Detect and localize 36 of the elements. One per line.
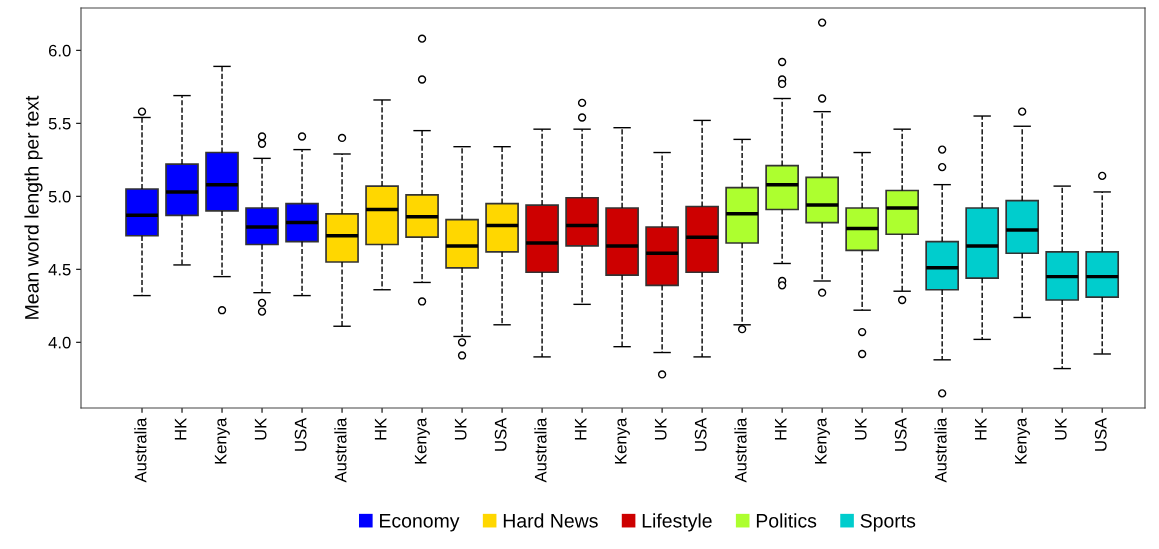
x-tick-label: USA xyxy=(294,417,307,451)
y-tick-label: 5.5 xyxy=(48,117,71,130)
x-tick-label: HK xyxy=(574,417,587,440)
x-tick-label: Kenya xyxy=(414,417,430,464)
x-tick-label: Australia xyxy=(934,417,947,483)
x-tick-label: HK xyxy=(374,417,387,440)
y-tick-label: 4.5 xyxy=(48,263,71,276)
x-tick-label: Australia xyxy=(734,417,747,483)
x-tick-label: HK xyxy=(975,417,987,440)
legend-label: Politics xyxy=(756,513,817,528)
y-tick-label: 6.0 xyxy=(48,44,71,57)
x-tick-label: HK xyxy=(174,417,187,440)
x-tick-label: UK xyxy=(654,417,667,440)
x-tick-label: UK xyxy=(254,417,267,440)
x-tick-label: Australia xyxy=(134,417,147,483)
legend-label: Sports xyxy=(860,513,916,532)
x-tick-label: UK xyxy=(1055,417,1067,440)
x-tick-label: USA xyxy=(694,417,707,451)
x-tick-label: UK xyxy=(454,417,467,440)
y-tick-label: 4.0 xyxy=(48,336,71,349)
x-tick-label: HK xyxy=(774,417,787,440)
legend-label: Lifestyle xyxy=(642,513,712,532)
x-tick-label: USA xyxy=(894,417,907,451)
x-tick-label: Australia xyxy=(534,417,547,483)
legend-label: Economy xyxy=(380,514,460,532)
x-tick-label: Kenya xyxy=(814,417,830,464)
x-tick-label: USA xyxy=(494,417,507,451)
x-tick-label: USA xyxy=(1094,417,1107,451)
x-tick-label: Kenya xyxy=(1015,417,1030,464)
y-axis-title: Mean word length per text xyxy=(24,95,43,319)
legend-label: Hard News xyxy=(503,513,598,528)
x-tick-label: Kenya xyxy=(214,417,230,464)
x-tick-label: Kenya xyxy=(614,417,630,464)
x-tick-label: UK xyxy=(854,417,867,440)
y-tick-label: 5.0 xyxy=(48,190,71,203)
x-tick-label: Australia xyxy=(334,417,347,483)
